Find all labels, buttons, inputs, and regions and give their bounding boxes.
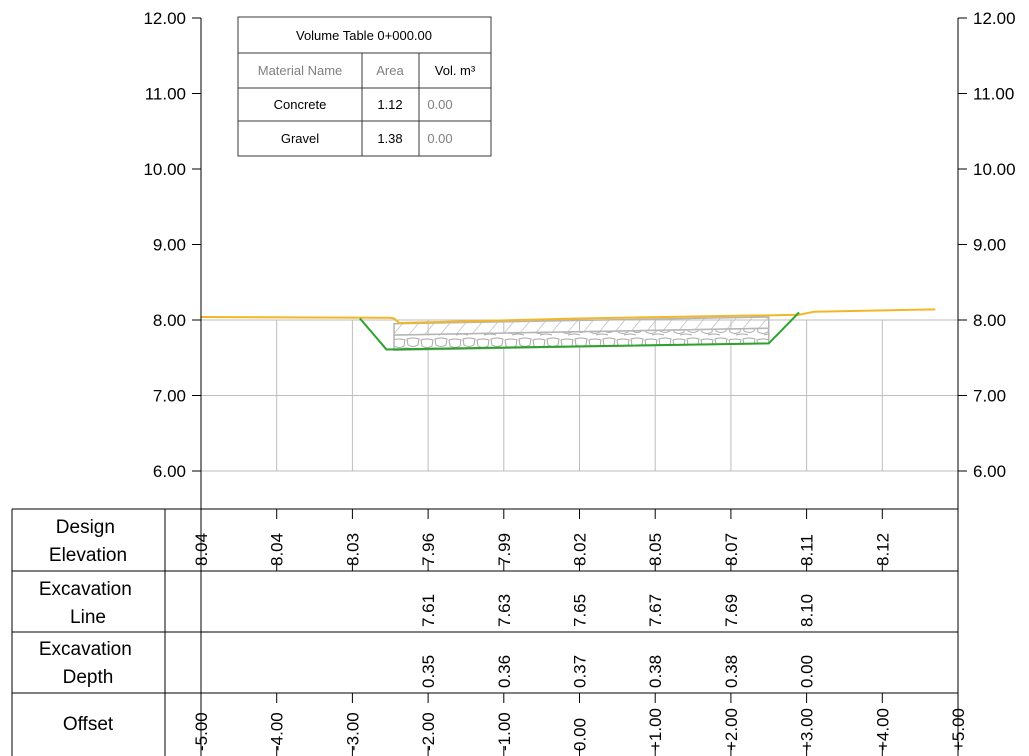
band-value-offset: +4.00 (873, 708, 892, 751)
row-concrete-name: Concrete (274, 97, 327, 112)
band-excavation-line-title: Excavation Line (39, 579, 137, 628)
row-gravel-volume: 0.00 (427, 131, 452, 146)
y-tick-label-left: 7.00 (153, 387, 186, 406)
band-value-offset: -1.00 (495, 712, 514, 751)
band-values: 8.04 8.04 8.03 7.96 7.99 8.02 8.05 8.07 8.11 8.12… (192, 509, 968, 756)
design-surface-line (200, 308, 936, 325)
y-tick-label-right: 7.00 (973, 387, 1006, 406)
row-gravel-name: Gravel (281, 131, 319, 146)
band-value-design-elevation: 8.12 (873, 533, 892, 566)
band-value-excavation-depth: 0.38 (646, 655, 665, 688)
band-value-offset: +2.00 (722, 708, 741, 751)
header-material-name: Material Name (258, 63, 343, 78)
volume-table: Volume Table 0+000.00 Material Name Area… (237, 16, 492, 157)
band-value-offset: -5.00 (192, 712, 211, 751)
band-value-design-elevation: 8.02 (571, 533, 590, 566)
band-value-excavation-depth: 0.37 (571, 655, 590, 688)
band-value-offset: -3.00 (343, 712, 362, 751)
header-area: Area (376, 63, 404, 78)
volume-table-title: Volume Table 0+000.00 (296, 28, 432, 43)
row-concrete-area: 1.12 (377, 97, 402, 112)
band-design-elevation-title: Design Elevation (49, 517, 127, 566)
band-value-design-elevation: 8.03 (343, 533, 362, 566)
band-value-offset: +5.00 (949, 708, 968, 751)
band-value-offset: -2.00 (419, 712, 438, 751)
y-tick-label-left: 12.00 (143, 9, 186, 28)
y-tick-label-right: 9.00 (973, 236, 1006, 255)
header-volume: Vol. m³ (435, 63, 476, 78)
band-value-excavation-line: 7.65 (571, 594, 590, 627)
row-concrete-volume: 0.00 (427, 97, 452, 112)
y-tick-label-left: 6.00 (153, 462, 186, 481)
band-value-excavation-line: 7.61 (419, 594, 438, 627)
y-tick-label-right: 12.00 (973, 9, 1016, 28)
y-tick-label-left: 9.00 (153, 236, 186, 255)
y-tick-label-left: 8.00 (153, 311, 186, 330)
band-value-excavation-depth: 0.36 (495, 655, 514, 688)
band-value-offset: -4.00 (268, 712, 287, 751)
band-excavation-depth-title: Excavation Depth (39, 639, 137, 688)
band-offset-title: Offset (63, 714, 114, 735)
data-bands: Design Elevation Excavation Line Excavat… (11, 508, 959, 756)
band-value-design-elevation: 8.07 (722, 533, 741, 566)
profile-lines (200, 308, 936, 351)
band-value-excavation-depth: 0.35 (419, 655, 438, 688)
band-value-offset: 0.00 (571, 718, 590, 751)
band-value-design-elevation: 8.04 (192, 533, 211, 566)
band-value-design-elevation: 8.04 (268, 533, 287, 566)
y-tick-label-right: 8.00 (973, 311, 1006, 330)
y-axis-ticks: 12.00 12.00 11.00 11.00 10.00 10.00 9.00 9.00 8.… (143, 9, 1015, 481)
excavation-line (359, 311, 800, 351)
band-value-offset: +1.00 (646, 708, 665, 751)
y-tick-label-right: 6.00 (973, 462, 1006, 481)
y-tick-label-left: 11.00 (145, 85, 186, 104)
y-tick-label-right: 10.00 (973, 160, 1016, 179)
band-value-design-elevation: 7.96 (419, 533, 438, 566)
band-value-excavation-line: 7.69 (722, 594, 741, 627)
band-value-excavation-line: 7.67 (646, 594, 665, 627)
band-value-excavation-line: 7.63 (495, 594, 514, 627)
row-gravel-area: 1.38 (377, 131, 402, 146)
band-value-design-elevation: 8.11 (798, 534, 817, 566)
y-tick-label-right: 11.00 (973, 85, 1014, 104)
axes (200, 18, 959, 509)
band-value-design-elevation: 8.05 (646, 533, 665, 566)
band-value-design-elevation: 7.99 (495, 533, 514, 566)
band-value-excavation-depth: 0.00 (798, 655, 817, 688)
band-value-offset: +3.00 (798, 708, 817, 751)
band-value-excavation-depth: 0.38 (722, 655, 741, 688)
y-tick-label-left: 10.00 (143, 160, 186, 179)
band-value-excavation-line: 8.10 (798, 594, 817, 627)
